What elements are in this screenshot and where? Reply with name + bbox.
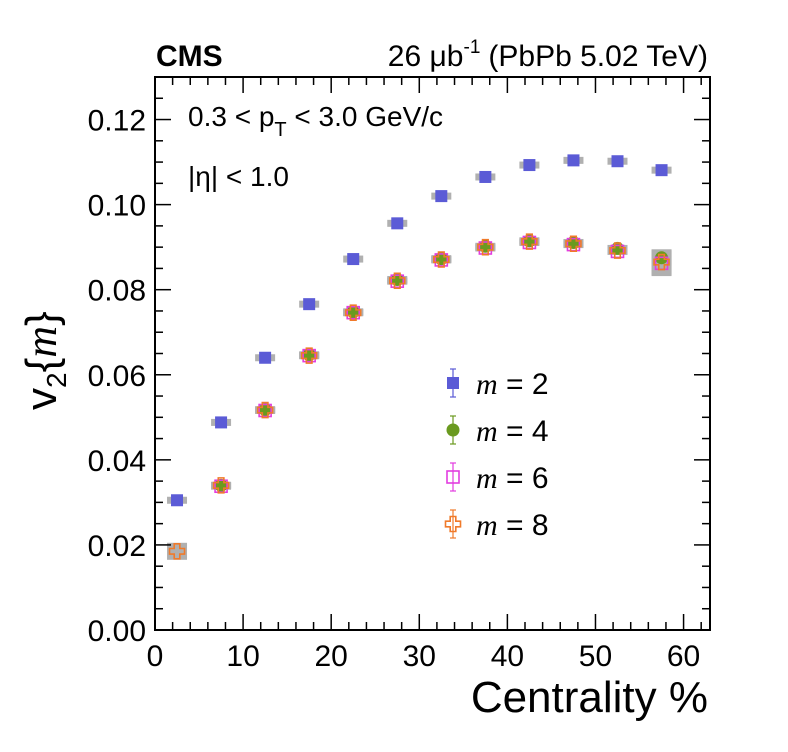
x-tick-label: 60	[667, 640, 700, 673]
point-m2	[435, 190, 448, 203]
y-tick-label: 0.00	[88, 615, 146, 648]
lumi-label: 26 μb-1 (PbPb 5.02 TeV)	[388, 37, 708, 73]
point-m2	[259, 351, 272, 364]
point-m8	[433, 251, 450, 268]
y-tick-label: 0.10	[88, 190, 146, 223]
axis-ticks	[154, 76, 710, 631]
x-tick-label: 40	[491, 640, 524, 673]
point-m8	[256, 401, 274, 419]
point-m8	[477, 238, 494, 256]
pt-cut-label: 0.3 < pT < 3.0 GeV/c	[188, 101, 443, 141]
legend-label: m = 8	[476, 509, 549, 542]
lumi-value: 26	[388, 40, 421, 73]
pt-cut-post: < 3.0 GeV/c	[287, 101, 443, 132]
legend-marker-m2	[447, 377, 459, 389]
y-title-close: }	[17, 311, 66, 326]
x-tick-label: 10	[226, 640, 259, 673]
lumi-exponent: -1	[464, 37, 481, 58]
x-tick-label: 0	[147, 640, 164, 673]
y-tick-label: 0.04	[88, 445, 146, 478]
point-m6	[258, 403, 272, 418]
point-m2	[215, 416, 228, 429]
legend-marker-m8	[444, 515, 462, 533]
y-axis-title-group: v2{m}	[17, 311, 72, 410]
point-m8	[388, 272, 406, 290]
y-title-v: v	[17, 388, 66, 410]
x-tick-label: 50	[579, 640, 612, 673]
collision-label: (PbPb 5.02 TeV)	[488, 40, 708, 73]
point-m2	[611, 155, 624, 168]
systematic-boxes	[167, 156, 672, 560]
point-m2	[523, 159, 536, 172]
y-tick-label: 0.02	[88, 530, 146, 563]
point-m6	[346, 305, 361, 320]
point-m6	[434, 253, 449, 267]
y-title-m: m	[17, 326, 66, 358]
point-m8	[300, 347, 318, 364]
point-m8	[344, 304, 362, 321]
legend-label: m = 6	[476, 462, 549, 495]
point-m2	[303, 298, 316, 311]
point-m6	[302, 348, 316, 363]
y-title-sub: 2	[41, 372, 72, 388]
point-m2	[391, 217, 404, 230]
point-m2	[479, 170, 492, 183]
pt-cut-pre: 0.3 < p	[188, 101, 274, 132]
legend: m = 2 m = 4 m = 6 m = 8	[444, 368, 549, 542]
y-tick-label: 0.08	[88, 275, 146, 308]
point-m8	[565, 235, 582, 253]
tick-labels: 0 10 20 30 40 50 60 0.00 0.02 0.04 0.06 0.08 0.10 0.1…	[88, 105, 701, 673]
point-m6	[390, 274, 405, 288]
point-m2	[347, 253, 360, 266]
point-m2	[567, 154, 580, 167]
y-title-open: {	[17, 358, 66, 373]
y-tick-label: 0.12	[88, 105, 146, 138]
point-m2	[171, 494, 184, 507]
legend-label: m = 2	[476, 368, 549, 401]
y-tick-label: 0.06	[88, 360, 146, 393]
legend-marker-m4	[446, 423, 460, 437]
legend-marker-m6	[446, 470, 460, 484]
legend-label: m = 4	[476, 415, 549, 448]
point-m2	[655, 164, 668, 177]
point-m8	[521, 233, 538, 250]
cms-label: CMS	[156, 40, 223, 73]
point-m8	[212, 477, 230, 494]
point-m8	[168, 543, 186, 560]
pt-cut-sub: T	[274, 119, 286, 141]
data-points	[168, 154, 670, 560]
syst-box	[167, 542, 188, 560]
y-axis-title: v2{m}	[17, 311, 72, 410]
x-tick-label: 30	[403, 640, 436, 673]
x-tick-label: 20	[315, 640, 348, 673]
eta-cut-label: |η| < 1.0	[188, 161, 289, 192]
lumi-unit: μb	[430, 40, 464, 73]
x-axis-title: Centrality %	[471, 673, 708, 722]
point-m8	[653, 253, 670, 271]
point-m8	[609, 242, 626, 259]
